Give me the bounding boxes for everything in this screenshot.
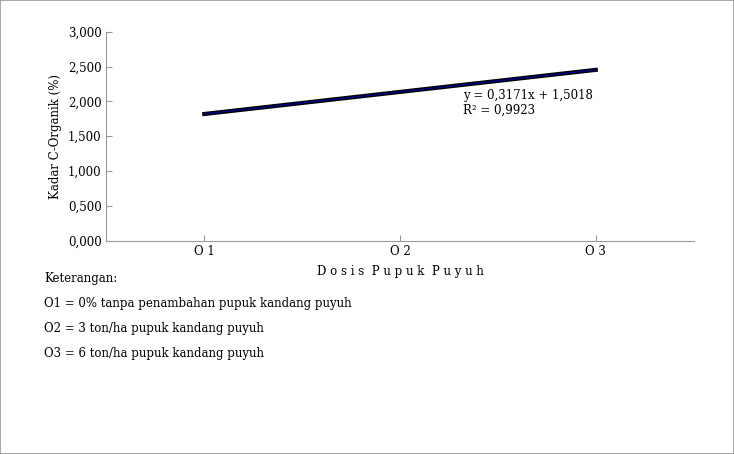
X-axis label: D o s i s  P u p u k  P u y u h: D o s i s P u p u k P u y u h — [316, 266, 484, 278]
Text: O1 = 0% tanpa penambahan pupuk kandang puyuh: O1 = 0% tanpa penambahan pupuk kandang p… — [44, 297, 352, 311]
Text: O2 = 3 ton/ha pupuk kandang puyuh: O2 = 3 ton/ha pupuk kandang puyuh — [44, 322, 264, 336]
Y-axis label: Kadar C-Organik (%): Kadar C-Organik (%) — [49, 74, 62, 199]
Text: O3 = 6 ton/ha pupuk kandang puyuh: O3 = 6 ton/ha pupuk kandang puyuh — [44, 347, 264, 360]
Text: Keterangan:: Keterangan: — [44, 272, 117, 286]
Text: y = 0,3171x + 1,5018
R² = 0,9923: y = 0,3171x + 1,5018 R² = 0,9923 — [462, 89, 592, 117]
